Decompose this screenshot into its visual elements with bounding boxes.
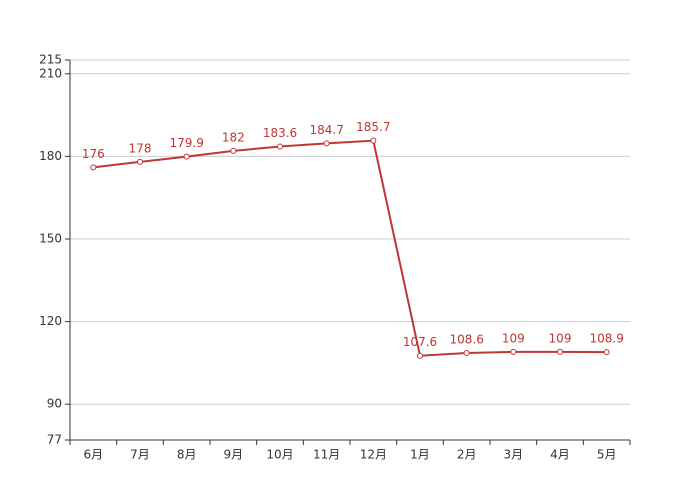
point [183, 153, 190, 160]
x-tick-label: 3月 [504, 448, 524, 462]
y-tick-label: 215 [39, 53, 62, 67]
x-tick-label: 4月 [550, 448, 570, 462]
point [417, 352, 423, 359]
data-label: 183.6 [263, 126, 297, 140]
x-tick-label: 1月 [410, 448, 430, 462]
data-label: 185.7 [356, 120, 390, 134]
point [277, 143, 283, 150]
y-tick-label: 120 [39, 314, 62, 328]
data-label: 178 [129, 141, 152, 155]
point [137, 158, 143, 165]
data-label: 109 [502, 331, 525, 345]
data-label: 107.6 [403, 335, 437, 349]
x-tick-label: 10月 [266, 448, 293, 462]
data-label: 108.6 [449, 332, 483, 346]
x-tick-label: 11月 [313, 448, 340, 462]
data-label: 184.7 [309, 123, 343, 137]
point [510, 348, 517, 355]
y-tick-label: 210 [39, 66, 62, 80]
x-tick-label: 2月 [457, 448, 477, 462]
point [230, 147, 237, 154]
point [603, 349, 610, 356]
x-tick-label: 5月 [597, 448, 617, 462]
x-tick-label: 7月 [130, 448, 150, 462]
line [93, 139, 607, 357]
y-tick-label: 77 [47, 433, 62, 447]
data-label: 182 [222, 130, 245, 144]
data-label: 179.9 [169, 136, 203, 150]
data-label: 176 [82, 147, 105, 161]
x-tick-label: 9月 [224, 448, 244, 462]
y-tick-label: 150 [39, 231, 62, 245]
x-tick-label: 8月 [177, 448, 197, 462]
point [463, 349, 470, 356]
point [90, 164, 97, 171]
point [370, 137, 377, 144]
x-tick-label: 6月 [84, 448, 104, 462]
data-label: 108.9 [589, 332, 623, 346]
y-tick-label: 180 [39, 149, 62, 163]
y-tick-label: 90 [47, 397, 62, 411]
data-label: 109 [549, 331, 572, 345]
point [323, 140, 330, 147]
x-tick-label: 12月 [360, 448, 387, 462]
point [557, 348, 563, 355]
